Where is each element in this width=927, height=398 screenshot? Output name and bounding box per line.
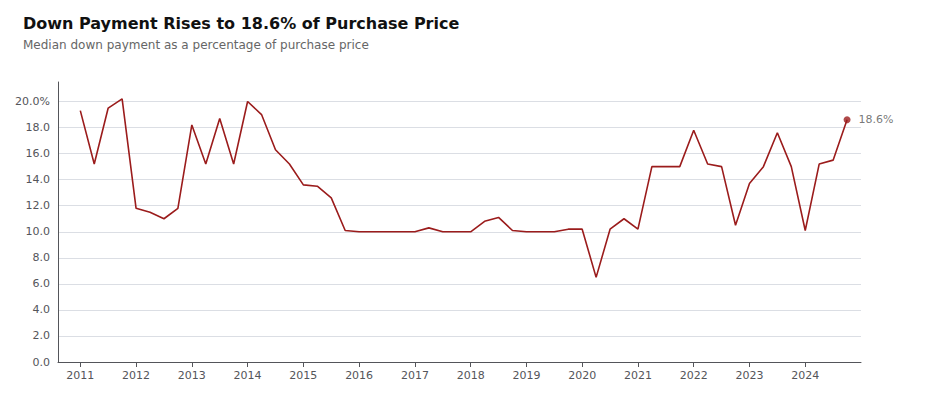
- svg-text:16.0: 16.0: [26, 147, 51, 160]
- svg-text:2021: 2021: [624, 369, 652, 382]
- svg-text:2014: 2014: [234, 369, 262, 382]
- svg-text:Median down payment as a perce: Median down payment as a percentage of p…: [23, 38, 369, 52]
- svg-text:18.6%: 18.6%: [859, 113, 894, 126]
- svg-text:2011: 2011: [66, 369, 94, 382]
- svg-text:20.0%: 20.0%: [15, 95, 50, 108]
- svg-text:2023: 2023: [735, 369, 763, 382]
- svg-text:14.0: 14.0: [26, 173, 51, 186]
- svg-text:10.0: 10.0: [26, 225, 51, 238]
- svg-text:2.0: 2.0: [33, 329, 51, 342]
- svg-text:12.0: 12.0: [26, 199, 51, 212]
- svg-text:8.0: 8.0: [33, 251, 51, 264]
- svg-text:2015: 2015: [289, 369, 317, 382]
- svg-text:2012: 2012: [122, 369, 150, 382]
- svg-text:2019: 2019: [512, 369, 540, 382]
- svg-text:Down Payment Rises to 18.6% of: Down Payment Rises to 18.6% of Purchase …: [23, 14, 459, 33]
- svg-text:2013: 2013: [178, 369, 206, 382]
- svg-text:4.0: 4.0: [33, 303, 51, 316]
- svg-text:2024: 2024: [791, 369, 819, 382]
- svg-text:0.0: 0.0: [33, 356, 51, 369]
- svg-text:2017: 2017: [401, 369, 429, 382]
- svg-text:18.0: 18.0: [26, 121, 51, 134]
- svg-text:6.0: 6.0: [33, 277, 51, 290]
- svg-text:2018: 2018: [457, 369, 485, 382]
- svg-text:2020: 2020: [568, 369, 596, 382]
- svg-text:2016: 2016: [345, 369, 373, 382]
- svg-text:2022: 2022: [680, 369, 708, 382]
